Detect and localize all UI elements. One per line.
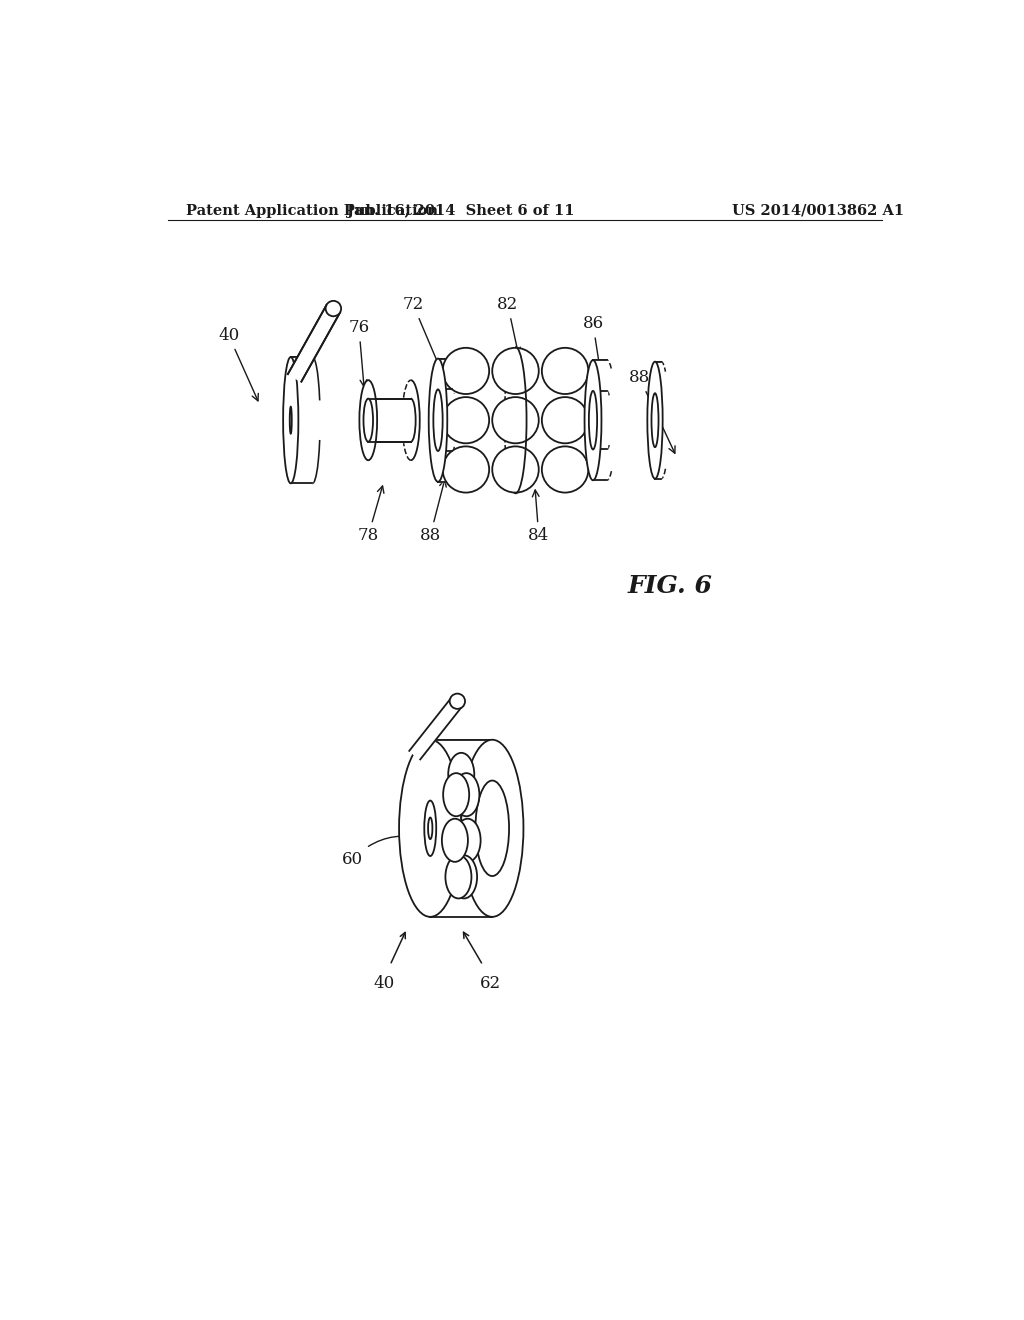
Text: Patent Application Publication: Patent Application Publication (186, 203, 438, 218)
Text: 40: 40 (373, 974, 394, 991)
Ellipse shape (461, 739, 523, 917)
Ellipse shape (283, 358, 298, 483)
Ellipse shape (428, 817, 432, 840)
Ellipse shape (455, 818, 480, 862)
Text: 40: 40 (218, 327, 258, 401)
Text: 62: 62 (480, 974, 502, 991)
Text: Jan. 16, 2014  Sheet 6 of 11: Jan. 16, 2014 Sheet 6 of 11 (347, 203, 575, 218)
Ellipse shape (442, 348, 489, 395)
Text: 88: 88 (420, 480, 446, 544)
Text: 84: 84 (528, 490, 549, 544)
Text: US 2014/0013862 A1: US 2014/0013862 A1 (732, 203, 904, 218)
Ellipse shape (399, 739, 462, 917)
Ellipse shape (359, 380, 377, 461)
Ellipse shape (454, 774, 479, 816)
Ellipse shape (443, 774, 469, 816)
Ellipse shape (326, 301, 341, 317)
Polygon shape (593, 360, 607, 480)
Ellipse shape (589, 391, 597, 449)
Ellipse shape (475, 780, 509, 876)
Polygon shape (291, 358, 312, 483)
Ellipse shape (542, 348, 589, 395)
Ellipse shape (424, 800, 436, 855)
Text: 78: 78 (357, 486, 384, 544)
Ellipse shape (542, 446, 589, 492)
Polygon shape (288, 305, 340, 381)
Ellipse shape (442, 446, 489, 492)
Ellipse shape (442, 818, 468, 862)
Ellipse shape (290, 407, 292, 434)
Ellipse shape (449, 752, 474, 796)
Polygon shape (438, 359, 452, 482)
Text: 72: 72 (402, 296, 440, 368)
Polygon shape (430, 739, 493, 917)
Ellipse shape (429, 359, 447, 482)
Ellipse shape (542, 397, 589, 444)
Ellipse shape (451, 855, 477, 899)
Polygon shape (369, 399, 411, 442)
Text: 82: 82 (497, 296, 520, 354)
Ellipse shape (442, 397, 489, 444)
Polygon shape (410, 697, 463, 759)
Text: 76: 76 (348, 319, 370, 387)
Ellipse shape (433, 389, 442, 451)
Ellipse shape (445, 855, 471, 899)
Polygon shape (655, 362, 662, 479)
Ellipse shape (364, 399, 373, 442)
Ellipse shape (493, 397, 539, 444)
Ellipse shape (647, 362, 663, 479)
Ellipse shape (450, 693, 465, 709)
Ellipse shape (493, 446, 539, 492)
Ellipse shape (493, 348, 539, 395)
Text: FIG. 6: FIG. 6 (628, 574, 713, 598)
Text: 60: 60 (342, 834, 422, 867)
Ellipse shape (651, 393, 658, 447)
Text: 86: 86 (583, 315, 603, 370)
Text: 88: 88 (629, 370, 675, 453)
Ellipse shape (585, 360, 601, 480)
